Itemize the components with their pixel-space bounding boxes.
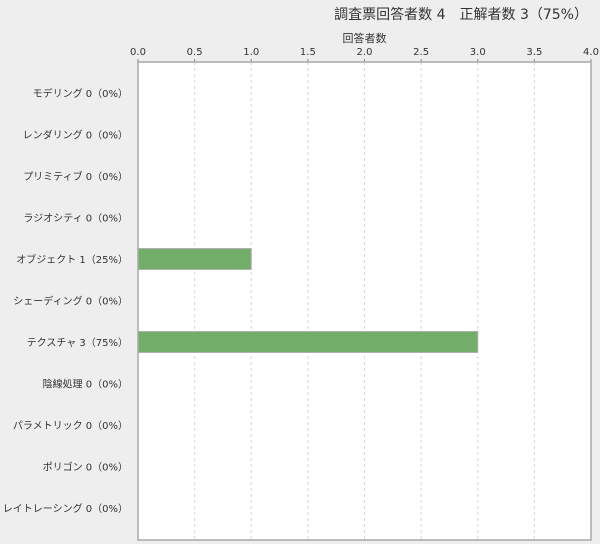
plot-area <box>138 62 591 540</box>
bar <box>137 331 479 353</box>
bar <box>137 248 252 270</box>
category-label: レイトレーシング 0（0%） <box>3 502 128 515</box>
x-tick-label: 1.5 <box>300 47 316 58</box>
category-label: 陰線処理 0（0%） <box>43 378 128 391</box>
x-axis-label: 回答者数 <box>343 31 387 45</box>
x-tick-label: 0.0 <box>130 47 146 58</box>
x-tick-label: 3.0 <box>470 47 486 58</box>
category-label: テクスチャ 3（75%） <box>27 337 128 349</box>
category-label: パラメトリック 0（0%） <box>13 420 128 432</box>
category-label: シェーディング 0（0%） <box>13 295 128 308</box>
x-tick-label: 2.0 <box>357 47 373 58</box>
x-tick-label: 3.5 <box>526 47 542 58</box>
chart-title: 調査票回答者数 4 正解者数 3（75%） <box>334 7 588 23</box>
plot-border <box>137 61 592 541</box>
category-label: レンダリング 0（0%） <box>23 129 128 142</box>
x-tick-label: 4.0 <box>583 47 599 58</box>
category-label: プリミティブ 0（0%） <box>23 170 128 183</box>
category-label: ポリゴン 0（0%） <box>43 461 128 474</box>
category-label: オブジェクト 1（25%） <box>16 253 128 266</box>
x-tick-label: 2.5 <box>413 47 429 58</box>
category-label: ラジオシティ 0（0%） <box>23 213 128 225</box>
category-label: モデリング 0（0%） <box>33 87 128 100</box>
x-tick-label: 0.5 <box>187 47 203 58</box>
x-tick-label: 1.0 <box>243 47 259 58</box>
